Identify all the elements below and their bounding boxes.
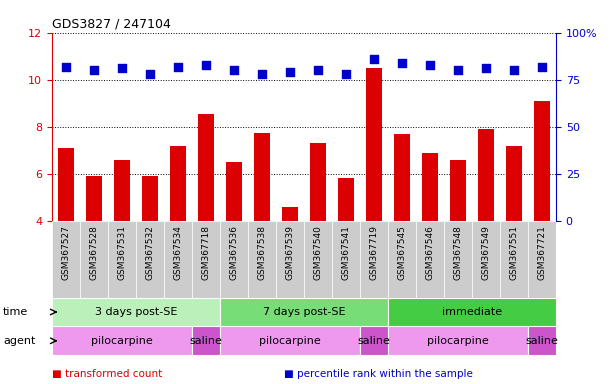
Text: ■ transformed count: ■ transformed count [52, 369, 162, 379]
Bar [332, 221, 360, 298]
Point [173, 63, 183, 70]
Bar [500, 221, 528, 298]
Bar [220, 298, 388, 326]
Point [537, 63, 547, 70]
Bar [478, 129, 494, 221]
Point [425, 61, 435, 68]
Point [453, 67, 463, 73]
Text: GSM367540: GSM367540 [313, 225, 323, 280]
Bar [416, 221, 444, 298]
Text: GSM367721: GSM367721 [538, 225, 546, 280]
Bar [52, 298, 220, 326]
Point [509, 67, 519, 73]
Point [369, 56, 379, 62]
Bar [136, 221, 164, 298]
Text: GSM367541: GSM367541 [342, 225, 351, 280]
Point [201, 61, 211, 68]
Bar [360, 221, 388, 298]
Bar [52, 326, 192, 355]
Bar [360, 326, 388, 355]
Bar [534, 101, 550, 221]
Bar [450, 160, 466, 221]
Bar [220, 326, 360, 355]
Point [89, 67, 99, 73]
Text: saline: saline [189, 336, 222, 346]
Text: GSM367551: GSM367551 [510, 225, 519, 280]
Text: ■ percentile rank within the sample: ■ percentile rank within the sample [284, 369, 473, 379]
Bar [164, 221, 192, 298]
Bar [86, 176, 101, 221]
Bar [248, 221, 276, 298]
Bar [52, 221, 80, 298]
Bar [507, 146, 522, 221]
Bar [394, 134, 410, 221]
Text: 7 days post-SE: 7 days post-SE [263, 307, 345, 317]
Point [481, 65, 491, 71]
Bar [276, 221, 304, 298]
Bar [388, 298, 556, 326]
Bar [58, 148, 74, 221]
Point [145, 71, 155, 77]
Point [341, 71, 351, 77]
Text: GSM367539: GSM367539 [285, 225, 295, 280]
Point [285, 69, 295, 75]
Text: pilocarpine: pilocarpine [259, 336, 321, 346]
Text: saline: saline [357, 336, 390, 346]
Text: GSM367538: GSM367538 [257, 225, 266, 280]
Text: GSM367532: GSM367532 [145, 225, 155, 280]
Bar [304, 221, 332, 298]
Bar [528, 221, 556, 298]
Bar [422, 152, 437, 221]
Text: GSM367549: GSM367549 [481, 225, 491, 280]
Text: GSM367548: GSM367548 [453, 225, 463, 280]
Bar [80, 221, 108, 298]
Text: GSM367534: GSM367534 [174, 225, 183, 280]
Text: GSM367545: GSM367545 [398, 225, 406, 280]
Text: GSM367527: GSM367527 [62, 225, 70, 280]
Point [229, 67, 239, 73]
Point [313, 67, 323, 73]
Text: 3 days post-SE: 3 days post-SE [95, 307, 177, 317]
Text: GSM367546: GSM367546 [425, 225, 434, 280]
Point [257, 71, 267, 77]
Text: time: time [3, 307, 28, 317]
Bar [192, 221, 220, 298]
Bar [114, 160, 130, 221]
Bar [198, 114, 214, 221]
Bar [226, 162, 242, 221]
Text: GSM367718: GSM367718 [202, 225, 210, 280]
Bar [170, 146, 186, 221]
Bar [366, 68, 382, 221]
Bar [192, 326, 220, 355]
Text: immediate: immediate [442, 307, 502, 317]
Text: GDS3827 / 247104: GDS3827 / 247104 [52, 18, 171, 31]
Point [61, 63, 71, 70]
Bar [254, 132, 269, 221]
Point [117, 65, 127, 71]
Bar [472, 221, 500, 298]
Text: agent: agent [3, 336, 35, 346]
Text: GSM367536: GSM367536 [230, 225, 238, 280]
Text: GSM367719: GSM367719 [370, 225, 378, 280]
Text: saline: saline [525, 336, 558, 346]
Point [397, 60, 407, 66]
Bar [388, 326, 528, 355]
Bar [220, 221, 248, 298]
Bar [142, 176, 158, 221]
Bar [528, 326, 556, 355]
Bar [388, 221, 416, 298]
Bar [444, 221, 472, 298]
Text: GSM367531: GSM367531 [117, 225, 126, 280]
Text: pilocarpine: pilocarpine [427, 336, 489, 346]
Bar [108, 221, 136, 298]
Bar [338, 179, 354, 221]
Text: pilocarpine: pilocarpine [91, 336, 153, 346]
Bar [282, 207, 298, 221]
Bar [310, 143, 326, 221]
Text: GSM367528: GSM367528 [89, 225, 98, 280]
